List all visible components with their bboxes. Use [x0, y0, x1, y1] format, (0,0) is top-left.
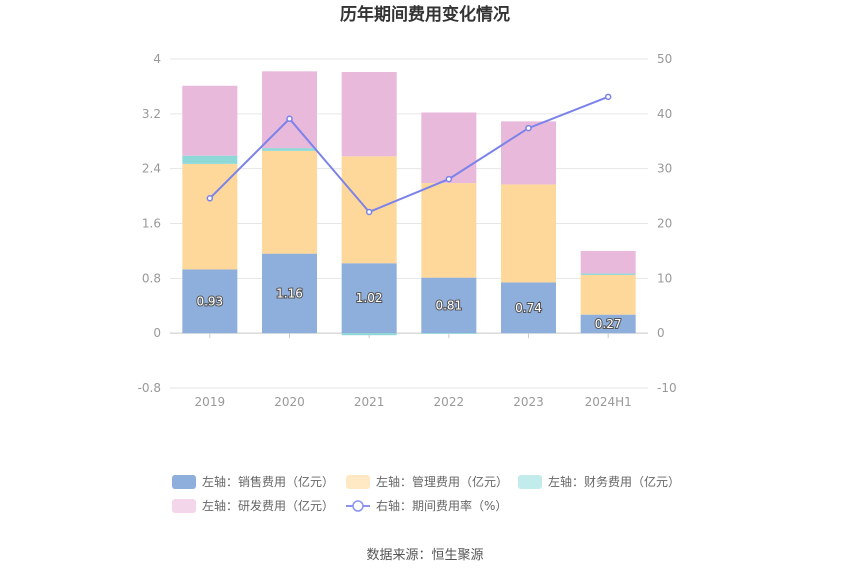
admin-bar — [182, 163, 238, 270]
left-axis-tick-label: 3.2 — [142, 107, 161, 121]
right-axis-tick-label: -10 — [657, 381, 677, 395]
left-axis-tick-label: -0.8 — [138, 381, 161, 395]
rd-bar — [182, 85, 238, 156]
expense-rate-point — [365, 208, 373, 216]
rd-bar — [421, 112, 477, 184]
legend-swatch-icon — [518, 475, 542, 489]
x-axis-tick-label: 2022 — [434, 395, 465, 409]
rd-bar — [262, 71, 317, 149]
right-axis-tick-label: 40 — [657, 107, 672, 121]
legend-finance[interactable]: 左轴：财务费用（亿元） — [518, 474, 680, 489]
x-axis-tick-label: 2019 — [195, 395, 226, 409]
source-text: 数据来源：恒生聚源 — [366, 548, 483, 563]
chart-title: 历年期间费用变化情况 — [340, 4, 510, 25]
left-axis-tick-label: 2.4 — [142, 162, 161, 176]
sales-data-label: 0.81 — [435, 298, 462, 312]
expense-rate-point — [604, 93, 612, 101]
left-axis-tick-label: 0 — [153, 326, 161, 340]
left-axis-tick-label: 0.8 — [142, 271, 161, 285]
sales-bar — [421, 277, 477, 334]
expense-rate-point — [445, 175, 453, 183]
left-axis-tick-label: 4 — [153, 52, 161, 66]
sales-bar — [580, 314, 636, 334]
legend-swatch-icon — [172, 475, 196, 489]
legend: 左轴：销售费用（亿元） 左轴：管理费用（亿元） 左轴：财务费用（亿元） 左轴：研发费用… — [172, 474, 680, 513]
x-axis-tick-label: 2020 — [274, 395, 305, 409]
finance-bar — [341, 333, 397, 336]
expense-rate-point — [286, 115, 293, 123]
sales-bar — [501, 282, 556, 334]
sales-bar — [262, 253, 317, 334]
legend-circle-icon — [352, 500, 364, 512]
x-axis-tick-label: 2024H1 — [585, 395, 632, 409]
legend-rd[interactable]: 左轴：研发费用（亿元） — [172, 498, 334, 513]
right-axis-tick-label: 0 — [657, 326, 665, 340]
left-axis-tick-label: 1.6 — [142, 217, 161, 231]
admin-bar — [262, 150, 317, 254]
sales-data-label: 1.02 — [356, 291, 383, 305]
legend-label: 左轴：研发费用（亿元） — [202, 498, 334, 513]
right-axis-tick-label: 30 — [657, 162, 672, 176]
finance-bar — [421, 333, 477, 334]
sales-data-label: 0.93 — [196, 294, 223, 308]
x-axis-tick-label: 2021 — [354, 395, 385, 409]
admin-bar — [421, 183, 477, 278]
legend-rate[interactable]: 右轴：期间费用率（%） — [346, 498, 507, 513]
right-axis-tick-label: 20 — [657, 217, 672, 231]
expense-rate-line — [209, 95, 609, 214]
legend-sales[interactable]: 左轴：销售费用（亿元） — [172, 474, 334, 489]
expense-rate-point — [525, 124, 532, 132]
legend-label: 左轴：销售费用（亿元） — [202, 474, 334, 489]
axis-layer: -0.8 0 0.8 1.6 2.4 3.2 4 -10 0 10 20 30 40 50 2019 2020… — [138, 52, 677, 409]
legend-swatch-icon — [172, 499, 196, 513]
rd-bar — [580, 250, 636, 274]
legend-label: 右轴：期间费用率（%） — [376, 498, 507, 513]
expense-rate-point — [206, 195, 214, 202]
right-axis-tick-label: 10 — [657, 271, 672, 285]
line-layer — [206, 93, 612, 216]
sales-bar — [182, 269, 238, 334]
bar-layer — [182, 71, 636, 336]
right-axis-tick-label: 50 — [657, 52, 672, 66]
finance-bar — [182, 155, 238, 164]
legend-label: 左轴：财务费用（亿元） — [548, 474, 680, 489]
legend-label: 左轴：管理费用（亿元） — [376, 474, 508, 489]
sales-data-label: 1.16 — [276, 286, 303, 300]
legend-swatch-icon — [346, 475, 370, 489]
admin-bar — [501, 184, 556, 283]
finance-bar — [580, 273, 636, 275]
admin-bar — [580, 274, 636, 315]
legend-admin[interactable]: 左轴：管理费用（亿元） — [346, 474, 508, 489]
finance-bar — [262, 148, 317, 151]
sales-bar — [341, 263, 397, 334]
sales-data-label: 0.74 — [515, 301, 542, 315]
rd-bar — [501, 121, 556, 185]
sales-data-label: 0.27 — [595, 317, 622, 331]
x-axis-tick-label: 2023 — [513, 395, 544, 409]
rd-bar — [341, 72, 397, 157]
label-layer: 0.93 1.16 1.02 0.81 0.74 0.27 — [195, 285, 622, 332]
